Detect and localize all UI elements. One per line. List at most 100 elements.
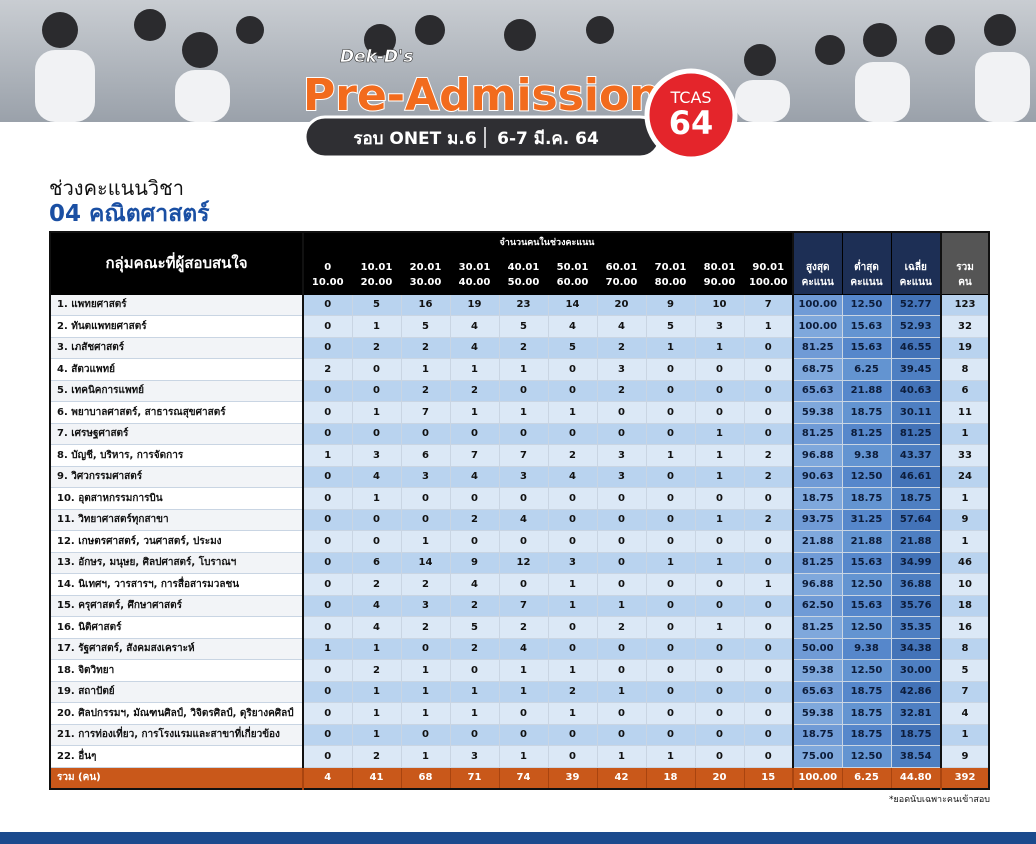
stat-cell: 35.76 (890, 594, 942, 617)
stat-cell: 18.75 (890, 487, 942, 510)
banner: Dek-D's Pre-Admission รอบ ONET ม.6 6-7 ม… (0, 0, 1036, 162)
count-cell: 2 (547, 680, 598, 703)
table-row: 2. ทันตแพทยศาสตร์ 0 1 5 4 5 4 4 5 3 1 100.00 15.63 52… (49, 315, 990, 338)
stat-cell: 81.25 (792, 551, 843, 574)
count-cell: 0 (743, 401, 794, 424)
count-cell: 1 (449, 702, 500, 725)
total-cell: 24 (940, 465, 990, 488)
count-cell: 1 (351, 315, 402, 338)
total-cell: 1 (940, 530, 990, 553)
count-cell: 0 (743, 358, 794, 381)
count-cell: 0 (694, 401, 745, 424)
count-cell: 0 (547, 723, 598, 746)
count-cell: 1 (596, 594, 647, 617)
count-cell: 0 (351, 358, 402, 381)
count-cell: 23 (498, 293, 549, 316)
stat-cell: 75.00 (792, 745, 843, 768)
count-cell: 9 (449, 551, 500, 574)
count-cell: 1 (351, 680, 402, 703)
count-cell: 0 (498, 530, 549, 553)
range-header: 20.01 30.00 (400, 231, 451, 295)
count-cell: 1 (498, 680, 549, 703)
count-cell: 14 (547, 293, 598, 316)
stat-cell: 46.61 (890, 465, 942, 488)
count-cell: 0 (302, 745, 353, 768)
stat-cell: 81.25 (792, 336, 843, 359)
count-cell: 1 (449, 358, 500, 381)
count-cell: 0 (449, 487, 500, 510)
count-cell: 0 (645, 616, 696, 639)
table-row: 18. จิตวิทยา 0 2 1 0 1 1 0 0 0 0 59.38 12.50 30.00 5 (49, 659, 990, 682)
group-name: 9. วิศวกรรมศาสตร์ (49, 465, 304, 488)
stat-cell: 52.77 (890, 293, 942, 316)
count-cell: 0 (547, 530, 598, 553)
count-cell: 0 (302, 487, 353, 510)
count-cell: 2 (302, 358, 353, 381)
count-cell: 0 (400, 422, 451, 445)
count-cell: 0 (302, 530, 353, 553)
stat-cell: 12.50 (841, 293, 892, 316)
range-header-line: 40.00 (458, 276, 491, 288)
count-cell: 1 (351, 702, 402, 725)
stat-cell: 6.25 (841, 766, 892, 789)
count-cell: 0 (302, 422, 353, 445)
total-header: รวม คน (940, 231, 990, 295)
stat-cell: 12.50 (841, 745, 892, 768)
stat-header: ต่ำสุด คะแนน (841, 231, 892, 295)
table-row: 13. อักษร, มนุษย, ศิลปศาสตร์, โบราณฯ 0 6 14… (49, 551, 990, 574)
total-cell: 9 (940, 508, 990, 531)
count-cell: 1 (645, 745, 696, 768)
badge-top: TCAS (669, 88, 711, 107)
count-cell: 1 (351, 401, 402, 424)
count-cell: 0 (596, 487, 647, 510)
stat-cell: 68.75 (792, 358, 843, 381)
table-row: 5. เทคนิคการแพทย์ 0 0 2 2 0 0 2 0 0 0 65.63 21.88 40.… (49, 379, 990, 402)
group-header: กลุ่มคณะที่ผู้สอบสนใจ (49, 231, 304, 295)
range-header-line: 60.00 (556, 276, 589, 288)
count-cell: 0 (302, 702, 353, 725)
count-cell: 0 (743, 487, 794, 510)
stat-cell: 96.88 (792, 444, 843, 467)
range-header: 10.01 20.00 (351, 231, 402, 295)
count-cell: 10 (694, 293, 745, 316)
count-cell: 1 (547, 659, 598, 682)
count-cell: 3 (351, 444, 402, 467)
total-cell: 33 (940, 444, 990, 467)
total-cell: 11 (940, 401, 990, 424)
count-cell: 0 (302, 594, 353, 617)
group-name: 3. เภสัชศาสตร์ (49, 336, 304, 359)
stat-cell: 15.63 (841, 315, 892, 338)
count-cell: 1 (645, 336, 696, 359)
count-cell: 0 (302, 465, 353, 488)
stat-cell: 100.00 (792, 766, 843, 789)
count-cell: 20 (694, 766, 745, 789)
count-cell: 2 (449, 379, 500, 402)
count-cell: 0 (449, 422, 500, 445)
total-cell: 46 (940, 551, 990, 574)
stat-cell: 44.80 (890, 766, 942, 789)
count-cell: 2 (400, 336, 451, 359)
stat-cell: 39.45 (890, 358, 942, 381)
range-header-line: 80.01 (703, 261, 736, 273)
table-row: 21. การท่องเที่ยว, การโรงแรมและสาขาที่เก… (49, 723, 990, 746)
count-cell: 2 (400, 573, 451, 596)
stat-cell: 52.93 (890, 315, 942, 338)
stat-cell: 35.35 (890, 616, 942, 639)
count-cell: 0 (645, 659, 696, 682)
count-cell: 0 (694, 702, 745, 725)
count-cell: 4 (547, 315, 598, 338)
total-cell: 5 (940, 659, 990, 682)
stat-cell: 90.63 (792, 465, 843, 488)
count-cell: 0 (645, 573, 696, 596)
count-cell: 0 (694, 358, 745, 381)
range-header-line: 50.01 (556, 261, 589, 273)
count-cell: 0 (400, 508, 451, 531)
count-cell: 0 (302, 723, 353, 746)
count-cell: 2 (449, 594, 500, 617)
group-name: 2. ทันตแพทยศาสตร์ (49, 315, 304, 338)
total-cell: 10 (940, 573, 990, 596)
count-cell: 0 (596, 401, 647, 424)
count-cell: 5 (351, 293, 402, 316)
count-cell: 1 (498, 745, 549, 768)
range-header-line: 50.00 (507, 276, 540, 288)
